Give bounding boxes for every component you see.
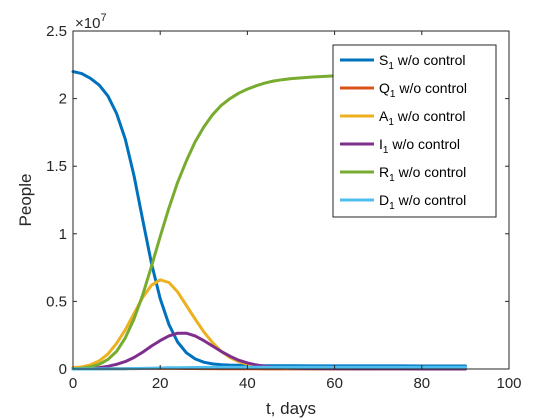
y-axis-exponent: ×107 xyxy=(75,12,107,32)
y-axis-ticks: 0 0.5 1 1.5 2 2.5 xyxy=(46,23,509,378)
legend-label-3: I1 w/o control xyxy=(379,136,460,156)
plot-area-frame xyxy=(72,30,510,370)
x-tick-label: 40 xyxy=(239,375,256,392)
x-tick-label: 0 xyxy=(69,375,77,392)
series-line-3 xyxy=(71,331,467,371)
y-tick-label: 0 xyxy=(59,361,67,378)
legend: S1 w/o control Q1 w/o control A1 w/o contr… xyxy=(332,44,497,218)
y-axis-label: People xyxy=(16,174,35,227)
legend-label-0: S1 w/o control xyxy=(379,52,466,72)
legend-label-4: R1 w/o control xyxy=(379,164,466,184)
x-tick-label: 60 xyxy=(326,375,343,392)
legend-label-1: Q1 w/o control xyxy=(379,80,467,100)
y-tick-label: 1.5 xyxy=(46,158,67,175)
x-tick-label: 20 xyxy=(152,375,169,392)
legend-label-2: A1 w/o control xyxy=(379,108,466,128)
x-tick-label: 100 xyxy=(496,375,521,392)
y-tick-label: 2 xyxy=(59,91,67,108)
legend-box xyxy=(332,44,497,218)
x-axis-ticks: 0 20 40 60 80 100 xyxy=(69,31,522,392)
x-axis-label: t, days xyxy=(266,399,316,418)
y-tick-label: 2.5 xyxy=(46,23,67,40)
x-tick-label: 80 xyxy=(413,375,430,392)
legend-label-5: D1 w/o control xyxy=(379,192,466,212)
y-tick-label: 0.5 xyxy=(46,293,67,310)
y-tick-label: 1 xyxy=(59,226,67,243)
